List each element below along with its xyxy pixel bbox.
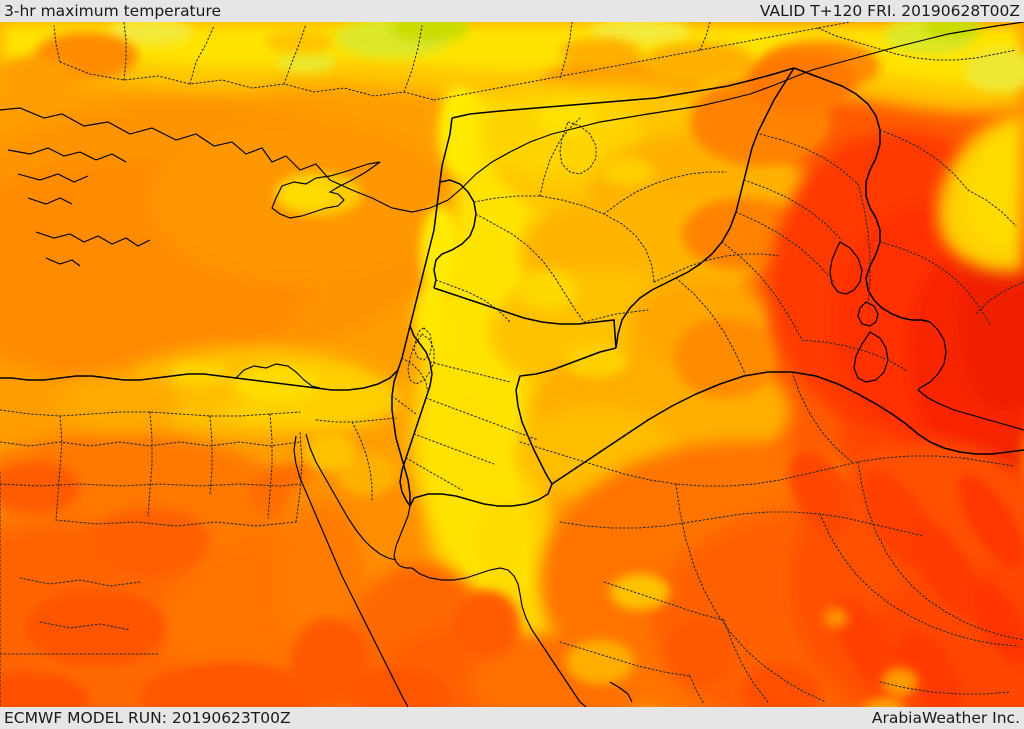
egypt-gov-border-11: [39, 621, 131, 631]
egypt-gov-border-6: [0, 441, 301, 447]
red-sea-east-islands: [609, 681, 633, 703]
contour-fill-layer: [0, 22, 1024, 707]
jordan-gov-border-5: [405, 457, 463, 491]
sinai-district-border-2: [315, 417, 397, 423]
gulf-peninsula: [853, 331, 889, 383]
israel-district-border-2: [391, 395, 417, 415]
cyprus-coastline: [271, 161, 381, 219]
iraq-gov-border-8: [791, 371, 853, 463]
iran-province-border-2: [879, 241, 991, 325]
geography-layer: [0, 22, 1024, 707]
saudi-province-border-8: [559, 641, 691, 677]
crete-rhodes: [35, 231, 151, 247]
sinai-west-coast: [305, 433, 397, 561]
temperature-field-svg: [0, 22, 1024, 707]
syria-gov-border-1: [473, 195, 655, 283]
turkey-province-border-7: [699, 22, 711, 51]
egypt-gov-border-5: [267, 413, 273, 519]
turkey-province-border-3: [283, 23, 307, 85]
turkey-province-border-10: [123, 22, 127, 81]
iraq-gov-border-1: [759, 133, 859, 185]
syria-gov-border-2: [475, 213, 585, 323]
gulf-of-suez-west: [293, 435, 409, 707]
israel-jordan-border: [399, 325, 433, 507]
island-small-1: [45, 257, 81, 267]
egypt-gov-border-9: [295, 431, 303, 523]
gulf-island-1: [829, 241, 863, 295]
saudi-province-border-7: [723, 619, 769, 703]
egypt-gov-border-3: [147, 411, 153, 517]
jordan-gov-border-3: [425, 397, 539, 441]
footer-bar: ECMWF MODEL RUN: 20190623T00Z ArabiaWeat…: [0, 707, 1024, 729]
turkey-province-border-6: [559, 22, 573, 79]
turkey-province-border-4: [403, 25, 423, 93]
dead-sea: [413, 327, 433, 361]
lebanon-border: [433, 179, 477, 289]
saudi-province-border-1: [519, 441, 1015, 487]
syria-turkey-border: [451, 67, 795, 119]
turkey-province-border-5: [433, 22, 851, 101]
model-run-label: ECMWF MODEL RUN: 20190623T00Z: [4, 709, 291, 727]
turkey-province-border-8: [817, 27, 1017, 61]
kuwait-coast: [917, 321, 947, 391]
syria-gov-border-5: [653, 253, 781, 283]
iraq-gov-border-6: [675, 277, 747, 377]
jordan-gov-border-2: [429, 361, 511, 383]
egypt-gov-border-10: [19, 577, 141, 587]
aegean-island-3: [27, 197, 73, 205]
iraq-gov-border-4: [721, 241, 803, 341]
iraq-iran-border: [793, 67, 931, 323]
west-bank-outline: [407, 333, 435, 385]
israel-egypt-border: [391, 369, 411, 506]
syria-euphrates-lake: [559, 121, 597, 175]
temperature-map[interactable]: [0, 22, 1024, 707]
persian-gulf-coast: [917, 389, 1024, 431]
turkey-province-border-2: [189, 25, 215, 85]
iraq-gov-border-7: [857, 183, 871, 305]
saudi-red-sea-coast: [411, 567, 587, 707]
jordan-syria-border: [433, 287, 617, 349]
iran-province-border-3: [975, 281, 1024, 315]
saudi-iraq-border: [551, 371, 1024, 485]
valid-time-label: VALID T+120 FRI. 20190628T00Z: [759, 2, 1020, 20]
nile-delta-coast: [235, 363, 321, 389]
gulf-of-aqaba: [393, 505, 412, 569]
saudi-province-border-9: [689, 675, 705, 705]
saudi-province-border-4: [819, 513, 1019, 647]
jordan-gov-border-1: [435, 279, 511, 323]
syria-gov-border-4: [603, 171, 727, 215]
syria-gov-border-6: [583, 309, 649, 323]
gulf-island-2: [857, 301, 879, 327]
iraq-gov-border-2: [743, 179, 843, 241]
saudi-province-border-6: [603, 581, 725, 621]
jordan-iraq-saudi-border: [409, 347, 617, 507]
israel-district-border-1: [401, 357, 429, 395]
saudi-province-border-10: [879, 681, 1011, 695]
egypt-gov-border-2: [55, 415, 63, 521]
turkey-province-border-1: [59, 61, 435, 101]
attribution-label: ArabiaWeather Inc.: [871, 709, 1020, 727]
saudi-province-border-3: [675, 483, 827, 703]
turkey-coastline: [0, 22, 1024, 213]
iraq-gov-border-5: [801, 339, 907, 371]
page-title: 3-hr maximum temperature: [4, 2, 222, 20]
header-bar: 3-hr maximum temperature VALID T+120 FRI…: [0, 0, 1024, 22]
saudi-province-border-5: [857, 461, 1024, 641]
aegean-islands: [7, 147, 127, 163]
saudi-province-border-2: [559, 511, 925, 537]
aegean-island-2: [17, 173, 89, 183]
egypt-gov-border-8: [55, 519, 297, 527]
iraq-gov-border-3: [735, 211, 835, 283]
iraq-gov-border-9: [879, 129, 969, 191]
egypt-gov-border-4: [209, 415, 213, 495]
levant-coastline: [0, 117, 453, 391]
egypt-gov-border-7: [0, 483, 301, 487]
